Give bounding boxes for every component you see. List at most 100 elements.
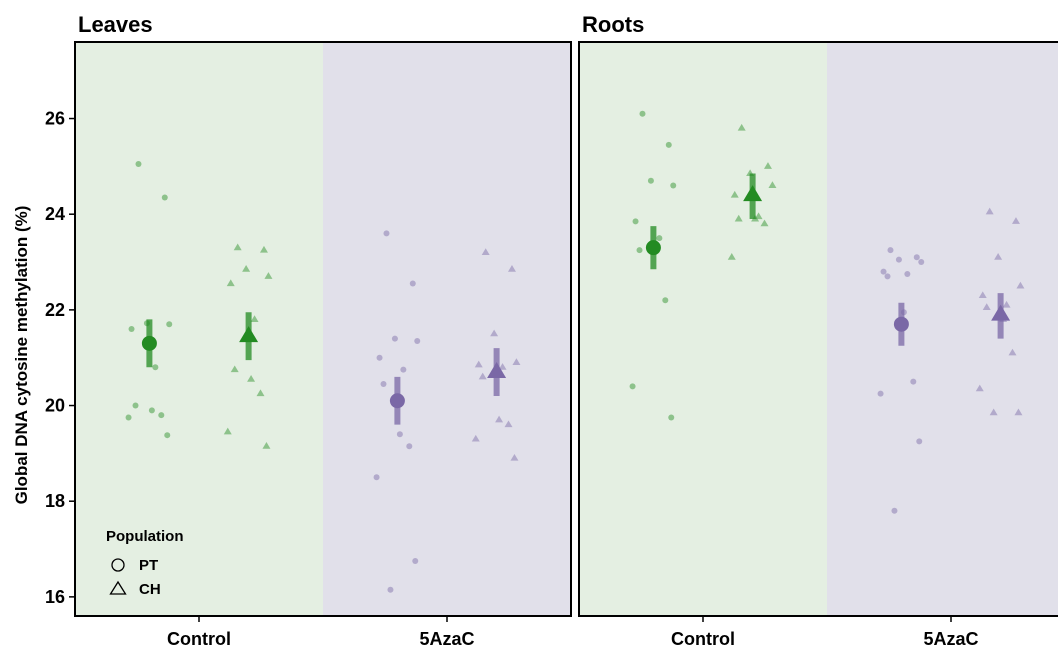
mean-marker xyxy=(893,316,909,332)
data-point xyxy=(135,160,142,167)
data-point xyxy=(161,194,168,201)
data-point xyxy=(412,557,419,564)
panel-frame xyxy=(578,41,1058,617)
mean-marker xyxy=(645,240,661,256)
x-tick-label: 5AzaC xyxy=(923,629,978,649)
data-point xyxy=(478,372,487,380)
data-point xyxy=(982,303,991,310)
data-point xyxy=(670,182,677,189)
data-point xyxy=(264,272,273,279)
data-point xyxy=(913,254,920,261)
panel-leaves: Leaves Control 5AzaC 16 18 20 22 24 26 xyxy=(45,12,572,649)
data-point xyxy=(247,375,256,382)
mean-marker xyxy=(991,304,1011,321)
data-point xyxy=(884,273,891,280)
data-point xyxy=(391,335,398,342)
x-tick-label: 5AzaC xyxy=(419,629,474,649)
panel-frame xyxy=(74,41,572,617)
legend-ch-label: CH xyxy=(139,581,161,598)
data-point xyxy=(994,253,1003,260)
y-tick-label: 24 xyxy=(45,204,65,224)
data-point xyxy=(387,586,394,593)
legend-pt-marker xyxy=(111,558,125,572)
panel-title: Leaves xyxy=(78,12,153,37)
data-point xyxy=(985,207,994,215)
data-point xyxy=(989,408,998,416)
data-point xyxy=(1014,408,1023,416)
data-point xyxy=(380,381,387,388)
mean-marker xyxy=(239,326,259,343)
y-tick-label: 18 xyxy=(45,491,65,511)
legend-pt-label: PT xyxy=(139,557,158,574)
data-point xyxy=(1011,217,1020,224)
data-point xyxy=(166,321,173,328)
data-point xyxy=(895,256,902,263)
data-point xyxy=(406,443,413,450)
background-5azac xyxy=(323,42,571,616)
data-point xyxy=(730,190,739,198)
data-point xyxy=(250,315,259,322)
data-point xyxy=(665,141,672,148)
data-point xyxy=(128,326,135,332)
data-point xyxy=(490,329,499,337)
data-point xyxy=(158,412,165,419)
data-point xyxy=(471,434,480,442)
data-point xyxy=(400,366,407,373)
data-point xyxy=(668,414,675,421)
data-point xyxy=(262,441,271,449)
data-point xyxy=(629,383,636,390)
x-tick-label: Control xyxy=(167,629,231,649)
data-point xyxy=(230,365,239,373)
x-tick-label: Control xyxy=(671,629,735,649)
data-point xyxy=(512,358,521,366)
data-point xyxy=(647,177,654,184)
data-point xyxy=(877,390,884,397)
data-point xyxy=(507,265,516,272)
data-point xyxy=(373,474,380,481)
data-point xyxy=(880,268,887,275)
mean-marker xyxy=(487,362,507,379)
data-point xyxy=(768,181,777,189)
data-point xyxy=(132,402,139,409)
data-point xyxy=(891,507,898,514)
data-point xyxy=(152,364,159,371)
data-point xyxy=(1002,300,1011,308)
data-point xyxy=(256,389,265,397)
data-point xyxy=(259,245,268,253)
data-point xyxy=(636,247,643,254)
y-tick-label: 22 xyxy=(45,300,65,320)
data-point xyxy=(978,291,987,299)
panels-layer: Leaves Control 5AzaC 16 18 20 22 24 26 Roots Contr… xyxy=(45,12,1058,649)
legend-ch-marker xyxy=(109,580,127,595)
data-point xyxy=(904,270,911,277)
data-point xyxy=(233,243,242,251)
data-point xyxy=(414,337,421,344)
data-point xyxy=(396,431,403,438)
data-point xyxy=(887,247,894,254)
data-point xyxy=(223,427,232,435)
y-tick-label: 26 xyxy=(45,109,65,129)
data-point xyxy=(498,363,507,370)
data-point xyxy=(504,420,513,428)
background-control xyxy=(579,42,827,616)
data-point xyxy=(763,162,772,169)
data-point xyxy=(734,214,743,222)
data-point xyxy=(495,415,504,423)
y-tick-label: 16 xyxy=(45,587,65,607)
data-point xyxy=(737,123,746,131)
mean-marker xyxy=(141,335,157,351)
data-point xyxy=(510,453,519,461)
data-point xyxy=(481,248,490,255)
data-point xyxy=(760,219,769,227)
data-point xyxy=(376,354,383,361)
background-control xyxy=(75,42,323,616)
data-point xyxy=(632,218,639,225)
data-point xyxy=(975,384,984,392)
legend-title: Population xyxy=(106,528,184,545)
y-tick-label: 20 xyxy=(45,396,65,416)
data-point xyxy=(148,407,155,414)
data-point xyxy=(639,110,646,117)
data-point xyxy=(164,432,171,439)
background-5azac xyxy=(827,42,1058,616)
data-point xyxy=(916,438,923,445)
